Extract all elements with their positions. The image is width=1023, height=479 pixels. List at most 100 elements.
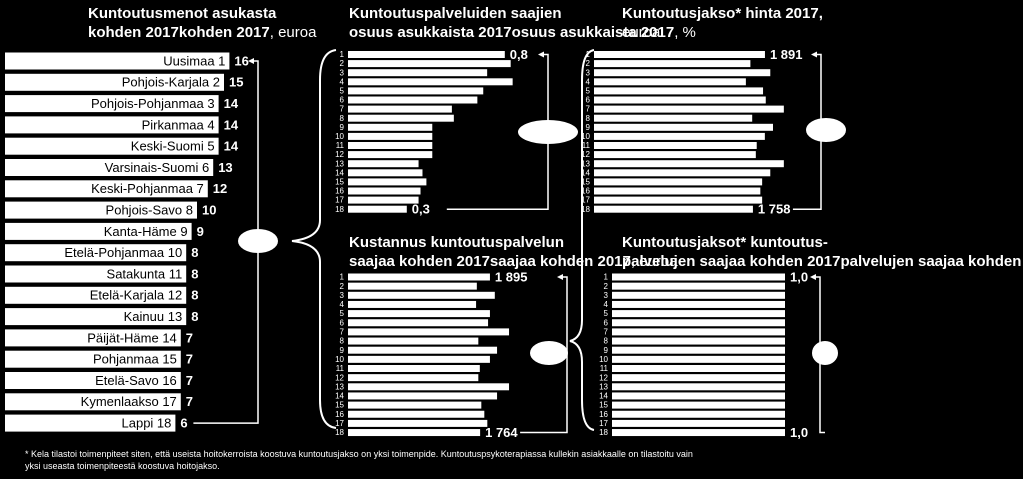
row-number: 11 — [336, 141, 345, 150]
bar — [348, 87, 484, 95]
chart-title: Kustannus kuntoutuspalvelun — [349, 234, 564, 251]
label-box — [5, 350, 143, 368]
row-number: 1 — [586, 50, 591, 59]
row-number: 6 — [340, 96, 345, 105]
value-label: 6 — [180, 416, 187, 431]
bar — [594, 123, 773, 131]
arrow-head — [810, 274, 816, 280]
label-box — [5, 244, 143, 262]
category-label: Keski-Pohjanmaa 7 — [91, 181, 204, 196]
bar — [612, 374, 785, 382]
chart-title: kohden 2017kohden 2017, euroa — [88, 24, 317, 41]
bar — [143, 201, 197, 219]
bar — [594, 151, 756, 159]
bar — [143, 159, 214, 176]
bar — [612, 355, 785, 363]
row-number: 6 — [586, 96, 591, 105]
row-number: 9 — [340, 346, 345, 355]
footnote: * Kela tilastoi toimenpiteet siten, että… — [25, 449, 693, 459]
bar — [348, 178, 427, 186]
value-label: 14 — [224, 139, 239, 154]
value-label: 14 — [224, 96, 239, 111]
chart-title: Kuntoutusmenot asukasta — [88, 5, 277, 22]
row-number: 10 — [599, 355, 608, 364]
row-number: 14 — [335, 392, 344, 401]
bar — [348, 374, 479, 382]
label-box — [5, 159, 143, 176]
chart-title: Kuntoutusjakso* hinta 2017, — [622, 5, 823, 22]
bar — [612, 392, 785, 400]
value-label: 8 — [191, 309, 198, 324]
row-number: 8 — [604, 337, 609, 346]
title-text: kohden 2017 — [179, 24, 270, 41]
label-box — [5, 393, 143, 411]
bar — [348, 355, 490, 363]
value-label: 7 — [186, 373, 193, 388]
value-label: 8 — [191, 288, 198, 303]
row-number: 5 — [340, 87, 345, 96]
row-number: 7 — [604, 328, 609, 337]
bar — [612, 300, 785, 308]
row-number: 2 — [586, 59, 591, 68]
bar — [348, 96, 478, 104]
label-box — [5, 201, 143, 219]
bar — [143, 414, 176, 432]
category-label: Lappi 18 — [122, 416, 172, 431]
bar — [612, 383, 785, 391]
value-label: 16 — [234, 53, 248, 68]
arrow-head — [248, 58, 254, 64]
category-label: Pohjois-Pohjanmaa 3 — [91, 96, 215, 111]
ellipse — [238, 229, 278, 253]
row-number: 12 — [599, 373, 608, 382]
ellipse — [812, 341, 838, 365]
bar — [612, 429, 785, 437]
label-box — [5, 265, 143, 283]
title-text: saajaa kohden 2017 — [490, 253, 631, 270]
bar — [143, 95, 219, 113]
chart-title: Kuntoutusjaksot* kuntoutus- — [622, 234, 828, 251]
row-number: 12 — [581, 150, 590, 159]
label-box — [5, 286, 143, 304]
row-number: 13 — [335, 159, 344, 168]
ellipse — [518, 120, 578, 144]
row-number: 7 — [340, 105, 345, 114]
bar — [612, 282, 785, 290]
row-number: 14 — [581, 168, 590, 177]
row-number: 17 — [335, 196, 344, 205]
row-number: 17 — [581, 196, 590, 205]
brace — [569, 49, 595, 431]
bar — [594, 96, 766, 104]
bar — [348, 319, 489, 327]
title-suffix: euroa — [622, 24, 661, 41]
row-number: 4 — [604, 300, 609, 309]
bar — [348, 51, 505, 58]
bar — [143, 265, 187, 283]
row-number: 16 — [335, 410, 344, 419]
row-number: 10 — [335, 132, 344, 141]
bar — [348, 196, 419, 204]
arrow-head — [811, 51, 817, 58]
value-label: 1 758 — [758, 202, 791, 217]
bar — [348, 142, 433, 149]
bar — [594, 51, 765, 58]
bar — [348, 282, 477, 290]
bar — [143, 308, 187, 326]
bar — [348, 273, 490, 281]
value-label: 10 — [202, 203, 216, 218]
bar — [348, 383, 510, 391]
title-text: osuus asukkaista 2017 — [512, 24, 675, 41]
bar — [612, 328, 785, 336]
bar — [143, 372, 181, 389]
category-label: Päijät-Häme 14 — [87, 330, 177, 345]
row-number: 1 — [604, 273, 609, 282]
row-number: 4 — [340, 300, 345, 309]
bar — [594, 160, 784, 168]
row-number: 16 — [581, 187, 590, 196]
bar — [612, 346, 785, 354]
footnote: yksi useasta toimenpiteestä koostuva hoi… — [25, 461, 220, 471]
row-number: 5 — [586, 87, 591, 96]
value-label: 7 — [186, 330, 193, 345]
row-number: 18 — [335, 205, 344, 214]
row-number: 5 — [340, 309, 345, 318]
